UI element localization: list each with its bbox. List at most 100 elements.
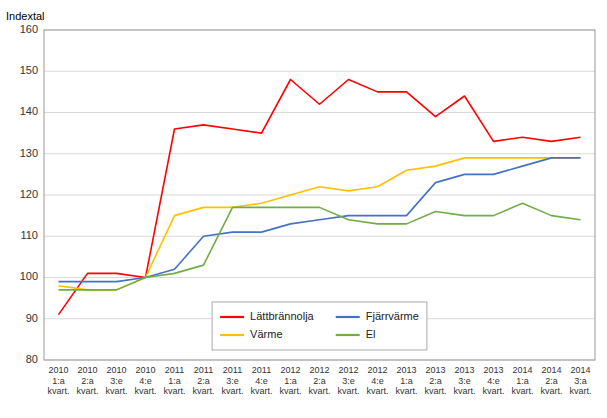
x-tick-label: 20142:akvart. [540, 365, 562, 396]
x-tick-label: 20131:akvart. [395, 365, 417, 396]
y-tick-label: 90 [26, 312, 38, 324]
x-tick-label-line: kvart. [511, 386, 533, 396]
x-tick-label: 20123:ekvart. [337, 365, 359, 396]
x-tick-label: 20114:ekvart. [250, 365, 272, 396]
legend-swatch [220, 334, 244, 336]
x-tick-label-line: 2013 [396, 365, 416, 375]
x-tick-label: 20122:akvart. [308, 365, 330, 396]
legend-item: Värme [220, 328, 282, 340]
x-tick-label-line: 2:a [429, 376, 442, 386]
grid-line [44, 71, 595, 72]
x-tick-label-line: 3:a [574, 376, 587, 386]
x-tick-label-line: kvart. [308, 386, 330, 396]
x-tick-label: 20124:ekvart. [366, 365, 388, 396]
x-tick-label-line: 2:a [81, 376, 94, 386]
x-tick-label-line: kvart. [337, 386, 359, 396]
x-tick-label-line: 4:e [487, 376, 500, 386]
legend-label: Fjärrvärme [366, 310, 419, 322]
x-tick-label-line: 1:a [400, 376, 413, 386]
x-tick-label: 20134:ekvart. [482, 365, 504, 396]
plot-frame [44, 30, 595, 360]
x-tick-label-line: 1:a [52, 376, 65, 386]
series-line [59, 80, 581, 315]
x-tick-label-line: kvart. [569, 386, 591, 396]
x-tick-label-line: kvart. [453, 386, 475, 396]
x-tick-label-line: 4:e [139, 376, 152, 386]
grid-line [44, 277, 595, 278]
x-tick-label-line: 2011 [165, 365, 184, 375]
y-tick-label: 80 [26, 353, 38, 365]
x-tick-label-line: 2010 [135, 365, 155, 375]
x-tick-label-line: 4:e [255, 376, 268, 386]
x-tick-label-line: kvart. [163, 386, 185, 396]
legend-label: Värme [250, 328, 282, 340]
x-tick-label-line: 2011 [194, 365, 213, 375]
background [0, 0, 607, 418]
legend-item: Lättbrännolja [220, 310, 314, 322]
x-tick-label-line: kvart. [395, 386, 417, 396]
series-line [59, 203, 581, 290]
x-tick-label-line: kvart. [47, 386, 69, 396]
chart: 809010011012013014015016020101:akvart.20… [0, 0, 607, 418]
x-tick-label-line: 1:a [284, 376, 297, 386]
series-line [59, 158, 581, 282]
x-tick-label-line: 2012 [309, 365, 329, 375]
x-tick-label-line: 1:a [516, 376, 529, 386]
y-tick-label: 130 [20, 147, 38, 159]
x-tick-label-line: 2:a [197, 376, 210, 386]
legend-label: Lättbrännolja [250, 310, 314, 322]
legend-swatch [336, 334, 360, 336]
x-tick-label-line: 2013 [483, 365, 503, 375]
x-tick-label: 20111:akvart. [163, 365, 185, 396]
grid [44, 30, 595, 360]
x-tick-label-line: 2013 [425, 365, 445, 375]
y-tick-labels: 8090100110120130140150160 [20, 23, 38, 365]
x-tick-label-line: kvart. [250, 386, 272, 396]
x-tick-label: 20103:ekvart. [105, 365, 127, 396]
x-tick-label-line: kvart. [482, 386, 504, 396]
x-tick-label-line: 2014 [512, 365, 532, 375]
x-tick-label-line: kvart. [134, 386, 156, 396]
y-axis-label: Indextal [6, 10, 45, 22]
x-tick-label-line: 4:e [371, 376, 384, 386]
x-tick-label-line: 2013 [454, 365, 474, 375]
x-tick-label-line: 3:e [458, 376, 471, 386]
grid-line [44, 153, 595, 154]
x-tick-label-line: 3:e [342, 376, 355, 386]
legend: Lättbrännolja Värme Fjärrvärme El [212, 302, 427, 350]
x-tick-label-line: 2012 [367, 365, 387, 375]
y-tick-label: 150 [20, 64, 38, 76]
x-tick-label-line: 1:a [168, 376, 181, 386]
x-tick-labels: 20101:akvart.20102:akvart.20103:ekvart.2… [47, 365, 591, 396]
legend-item: El [336, 328, 376, 340]
x-tick-label-line: kvart. [105, 386, 127, 396]
x-tick-label-line: kvart. [221, 386, 243, 396]
x-tick-label-line: kvart. [424, 386, 446, 396]
x-tick-label-line: kvart. [540, 386, 562, 396]
x-tick-label: 20113:ekvart. [221, 365, 243, 396]
x-tick-label-line: 2014 [541, 365, 561, 375]
legend-swatch [220, 316, 244, 318]
series-line [59, 158, 581, 290]
x-tick-label-line: 2011 [223, 365, 242, 375]
x-tick-label-line: 2010 [48, 365, 68, 375]
legend-label: El [366, 328, 376, 340]
legend-swatch [336, 316, 360, 318]
legend-frame [212, 302, 427, 350]
x-tick-label: 20132:akvart. [424, 365, 446, 396]
legend-item: Fjärrvärme [336, 310, 419, 322]
x-tick-label-line: 2010 [106, 365, 126, 375]
x-tick-label: 20102:akvart. [76, 365, 98, 396]
y-tick-label: 120 [20, 188, 38, 200]
x-tick-label-line: 2:a [545, 376, 558, 386]
grid-line [44, 195, 595, 196]
y-tick-label: 140 [20, 105, 38, 117]
x-tick-label-line: 2012 [338, 365, 358, 375]
y-tick-label: 160 [20, 23, 38, 35]
grid-line [44, 112, 595, 113]
x-tick-label-line: kvart. [366, 386, 388, 396]
x-tick-label-line: 2010 [77, 365, 97, 375]
x-tick-label: 20141:akvart. [511, 365, 533, 396]
x-tick-label-line: 2:a [313, 376, 326, 386]
x-tick-label: 20104:ekvart. [134, 365, 156, 396]
